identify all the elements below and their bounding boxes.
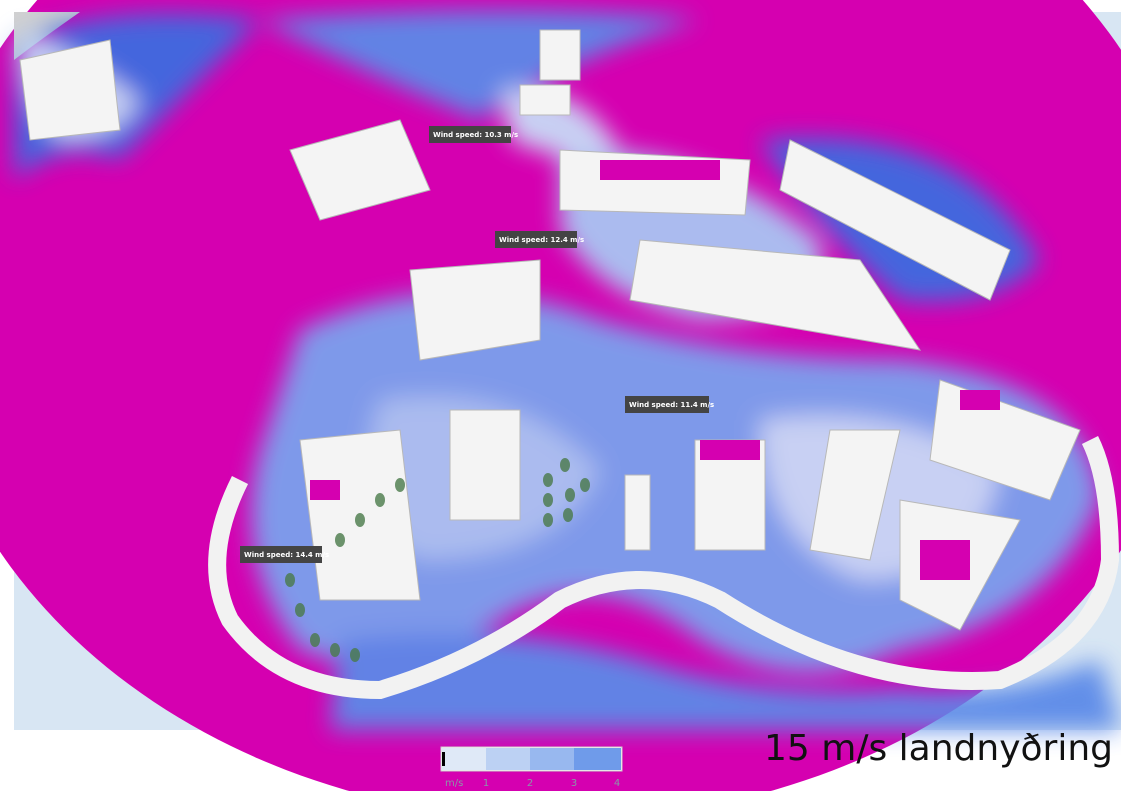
legend-swatch (486, 748, 530, 770)
tooltip-text: Wind speed: 10.3 m/s (433, 131, 518, 139)
legend-swatch (442, 748, 486, 770)
tooltip: Wind speed: 11.4 m/s (625, 396, 714, 413)
tooltip: Wind speed: 12.4 m/s (495, 231, 584, 248)
legend-tick: 2 (527, 778, 533, 789)
legend: m/s 1 2 3 4 (440, 746, 623, 789)
legend-unit: m/s (445, 778, 463, 789)
legend-swatch (574, 748, 621, 770)
legend-tick: 4 (614, 778, 620, 789)
legend-swatch (530, 748, 574, 770)
caption: 15 m/s landnyðring (764, 728, 1113, 769)
tooltip-text: Wind speed: 14.4 m/s (244, 551, 329, 559)
tooltip-text: Wind speed: 11.4 m/s (629, 401, 714, 409)
tooltip: Wind speed: 14.4 m/s (240, 546, 329, 563)
legend-tick: 3 (571, 778, 577, 789)
tooltip-text: Wind speed: 12.4 m/s (499, 236, 584, 244)
legend-tick: 1 (483, 778, 489, 789)
tooltip: Wind speed: 10.3 m/s (429, 126, 518, 143)
